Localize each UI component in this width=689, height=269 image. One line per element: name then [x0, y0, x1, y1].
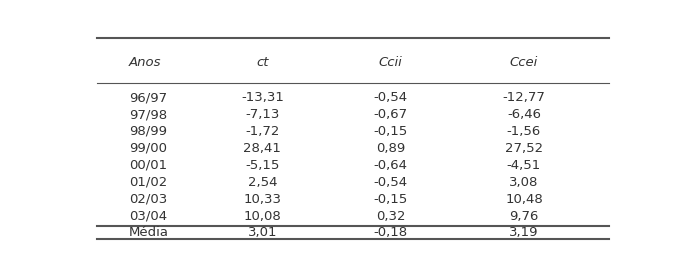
Text: -0,64: -0,64	[373, 159, 407, 172]
Text: 0,89: 0,89	[376, 142, 405, 155]
Text: 28,41: 28,41	[243, 142, 281, 155]
Text: 98/99: 98/99	[129, 125, 167, 138]
Text: 3,08: 3,08	[509, 176, 539, 189]
Text: -0,67: -0,67	[373, 108, 408, 121]
Text: -0,15: -0,15	[373, 125, 408, 138]
Text: 9,76: 9,76	[509, 210, 539, 223]
Text: -12,77: -12,77	[502, 91, 546, 104]
Text: 10,48: 10,48	[505, 193, 543, 206]
Text: 10,33: 10,33	[243, 193, 281, 206]
Text: -0,54: -0,54	[373, 176, 408, 189]
Text: 01/02: 01/02	[129, 176, 167, 189]
Text: -7,13: -7,13	[245, 108, 280, 121]
Text: 03/04: 03/04	[129, 210, 167, 223]
Text: -4,51: -4,51	[507, 159, 541, 172]
Text: -6,46: -6,46	[507, 108, 541, 121]
Text: 0,32: 0,32	[376, 210, 405, 223]
Text: 02/03: 02/03	[129, 193, 167, 206]
Text: -13,31: -13,31	[241, 91, 284, 104]
Text: 97/98: 97/98	[129, 108, 167, 121]
Text: -0,54: -0,54	[373, 91, 408, 104]
Text: Ccei: Ccei	[510, 56, 538, 69]
Text: 27,52: 27,52	[505, 142, 543, 155]
Text: 99/00: 99/00	[129, 142, 167, 155]
Text: 96/97: 96/97	[129, 91, 167, 104]
Text: ct: ct	[256, 56, 269, 69]
Text: 2,54: 2,54	[247, 176, 277, 189]
Text: -1,56: -1,56	[507, 125, 541, 138]
Text: Média: Média	[129, 226, 169, 239]
Text: -1,72: -1,72	[245, 125, 280, 138]
Text: 3,01: 3,01	[247, 226, 277, 239]
Text: 00/01: 00/01	[129, 159, 167, 172]
Text: 10,08: 10,08	[243, 210, 281, 223]
Text: Anos: Anos	[129, 56, 161, 69]
Text: -0,15: -0,15	[373, 193, 408, 206]
Text: Ccii: Ccii	[379, 56, 402, 69]
Text: -0,18: -0,18	[373, 226, 408, 239]
Text: -5,15: -5,15	[245, 159, 280, 172]
Text: 3,19: 3,19	[509, 226, 539, 239]
